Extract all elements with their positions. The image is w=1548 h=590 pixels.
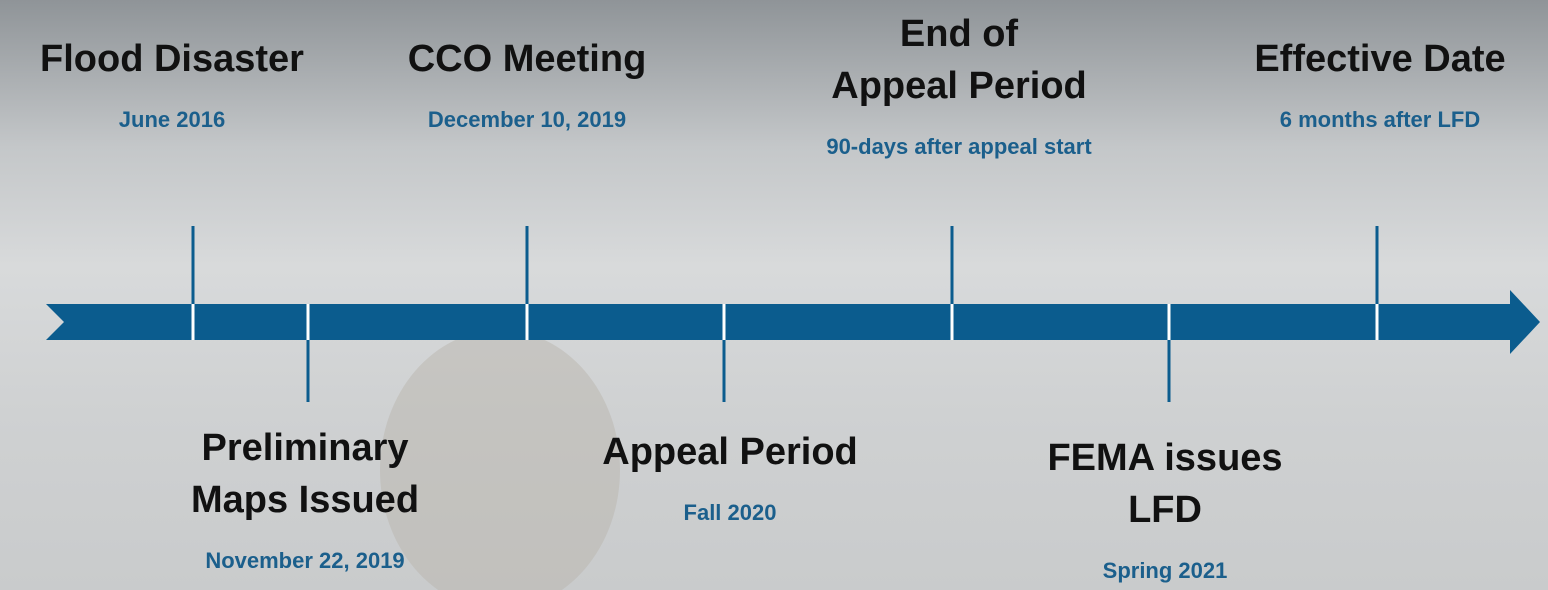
event-date: Spring 2021	[985, 556, 1345, 585]
event-title: Preliminary	[125, 422, 485, 474]
timeline-event: CCO Meeting December 10, 2019	[337, 33, 717, 134]
event-title: Appeal Period	[809, 60, 1109, 112]
timeline-event: Appeal Period Fall 2020	[550, 426, 910, 527]
event-date: June 2016	[0, 105, 362, 134]
event-title: End of	[809, 8, 1109, 60]
event-date: 6 months after LFD	[1210, 105, 1548, 134]
event-title: Appeal Period	[550, 426, 910, 478]
event-date: December 10, 2019	[337, 105, 717, 134]
event-title: Effective Date	[1210, 33, 1548, 85]
event-date: November 22, 2019	[125, 546, 485, 575]
event-title: Maps Issued	[125, 474, 485, 526]
timeline-event: Effective Date 6 months after LFD	[1210, 33, 1548, 134]
event-date: 90-days after appeal start	[809, 132, 1109, 161]
timeline-event: Flood Disaster June 2016	[0, 33, 362, 134]
event-title: FEMA issues	[985, 432, 1345, 484]
event-title: CCO Meeting	[337, 33, 717, 85]
event-title: LFD	[985, 484, 1345, 536]
timeline-arrow	[46, 290, 1540, 354]
timeline-slide: Flood Disaster June 2016 CCO Meeting Decemb…	[0, 0, 1548, 590]
event-date: Fall 2020	[550, 498, 910, 527]
event-title: Flood Disaster	[0, 33, 362, 85]
